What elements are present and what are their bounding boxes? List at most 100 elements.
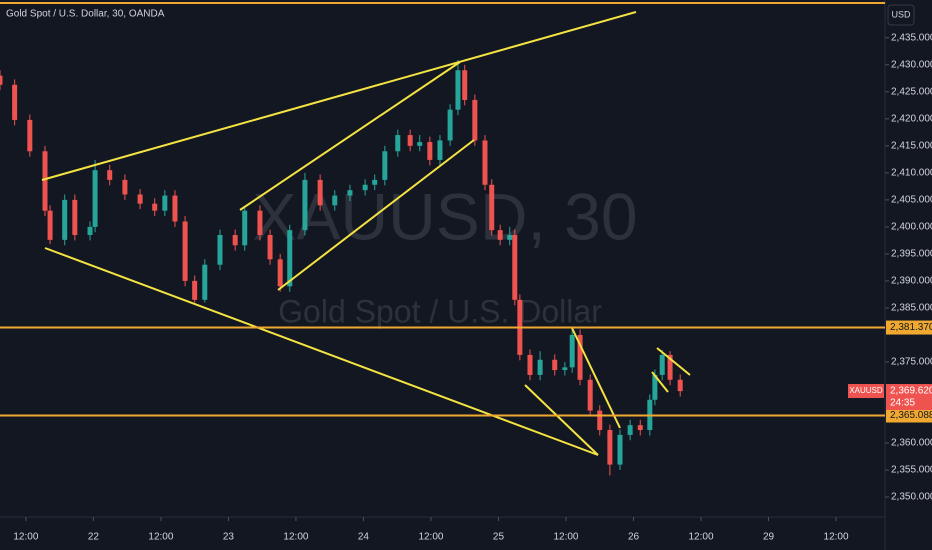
candle-body xyxy=(627,425,633,435)
x-tick-label: 12:00 xyxy=(418,532,443,543)
candle-body xyxy=(617,434,623,465)
y-tick-label: 2,375.000 xyxy=(891,357,932,368)
symbol-label: XAUUSD xyxy=(849,386,883,395)
candle-body xyxy=(277,259,283,287)
candle-body xyxy=(577,334,583,380)
plot: 2,435.000 2,430.000 2,425.000 2,420.000 2,41… xyxy=(0,32,932,543)
candle-body xyxy=(172,195,178,222)
trendline xyxy=(277,139,475,291)
candle-body xyxy=(472,99,478,141)
candle-body xyxy=(562,367,568,371)
candle-body xyxy=(47,210,53,240)
x-tick-label: 24 xyxy=(358,532,370,543)
candle-body xyxy=(427,142,433,160)
candle-body xyxy=(192,280,198,300)
trendline xyxy=(651,371,669,393)
candle-body xyxy=(552,359,558,371)
x-tick-label: 29 xyxy=(763,532,775,543)
candle-body xyxy=(137,194,143,204)
candle-body xyxy=(232,235,238,246)
level-label: 2,381.370 xyxy=(890,322,932,333)
candle-body xyxy=(347,190,353,196)
candle-body xyxy=(162,195,168,211)
candle-body xyxy=(202,264,208,300)
y-tick-label: 2,420.000 xyxy=(891,113,932,124)
candle-body xyxy=(382,151,388,180)
candle-body xyxy=(462,70,468,100)
candle-body xyxy=(242,210,248,246)
watermark-subtitle: Gold Spot / U.S. Dollar xyxy=(278,293,602,329)
y-tick-label: 2,395.000 xyxy=(891,249,932,260)
x-tick-label: 12:00 xyxy=(689,532,714,543)
candle-body xyxy=(27,119,33,152)
candle-body xyxy=(597,410,603,431)
candle-body xyxy=(537,359,543,375)
candle-body xyxy=(659,354,665,375)
trendline xyxy=(41,11,637,181)
watermark: XAUUSD, 30 xyxy=(252,179,637,253)
candle-body xyxy=(677,379,683,392)
level-label: 2,365.088 xyxy=(890,410,932,421)
candle-body xyxy=(122,179,128,195)
candle-body xyxy=(0,75,3,85)
candle-body xyxy=(72,199,78,235)
candle-body xyxy=(395,135,401,152)
candle-body xyxy=(182,221,188,281)
x-tick-label: 12:00 xyxy=(824,532,849,543)
y-tick-label: 2,390.000 xyxy=(891,276,932,287)
candle-body xyxy=(217,235,223,265)
trendline xyxy=(571,327,621,429)
candle-body xyxy=(42,151,48,211)
candle-body xyxy=(332,195,338,206)
candle-body xyxy=(87,226,93,235)
candle-body xyxy=(652,374,658,400)
candle-body xyxy=(569,334,575,368)
y-tick-label: 2,360.000 xyxy=(891,438,932,449)
y-tick-label: 2,415.000 xyxy=(891,141,932,152)
candle-body xyxy=(667,354,673,380)
candle-body xyxy=(267,235,273,260)
currency: USD xyxy=(891,9,911,19)
countdown: 24:35 xyxy=(890,398,915,409)
x-tick-label: 26 xyxy=(628,532,640,543)
candle-body xyxy=(455,70,461,110)
trendline xyxy=(524,384,599,456)
candle-body xyxy=(107,170,113,180)
trendline xyxy=(239,61,461,211)
candle-body xyxy=(587,379,593,411)
trendlines xyxy=(41,11,691,456)
candle-body xyxy=(512,235,518,300)
x-tick-label: 12:00 xyxy=(148,532,173,543)
y-tick-label: 2,430.000 xyxy=(891,59,932,70)
y-tick-label: 2,435.000 xyxy=(891,32,932,43)
y-tick-label: 2,350.000 xyxy=(891,492,932,503)
chart-title: Gold Spot / U.S. Dollar, 30, OANDA xyxy=(6,9,165,20)
candle-body xyxy=(12,84,18,120)
candle-body xyxy=(447,109,453,141)
y-tick-label: 2,385.000 xyxy=(891,303,932,314)
candle-body xyxy=(407,135,413,146)
candle-body xyxy=(92,170,98,227)
candle-body xyxy=(287,230,293,287)
y-tick-label: 2,405.000 xyxy=(891,195,932,206)
candle-body xyxy=(507,235,513,240)
candle-body xyxy=(497,230,503,240)
x-tick-label: 25 xyxy=(493,532,505,543)
candle-body xyxy=(417,142,423,146)
candle-body xyxy=(362,184,368,191)
candle-body xyxy=(302,179,308,231)
level-label-bg xyxy=(886,408,932,423)
last-price-label: 2,369.620 xyxy=(890,386,932,397)
trendline xyxy=(44,247,599,456)
last-price-bg xyxy=(886,384,932,411)
y-tick-label: 2,410.000 xyxy=(891,168,932,179)
y-tick-label: 2,400.000 xyxy=(891,222,932,233)
candle-body xyxy=(372,179,378,185)
y-tick-label: 2,355.000 xyxy=(891,465,932,476)
currency-box xyxy=(887,4,915,26)
x-tick-label: 23 xyxy=(223,532,235,543)
candle-body xyxy=(607,430,613,465)
candle-body xyxy=(257,210,263,235)
